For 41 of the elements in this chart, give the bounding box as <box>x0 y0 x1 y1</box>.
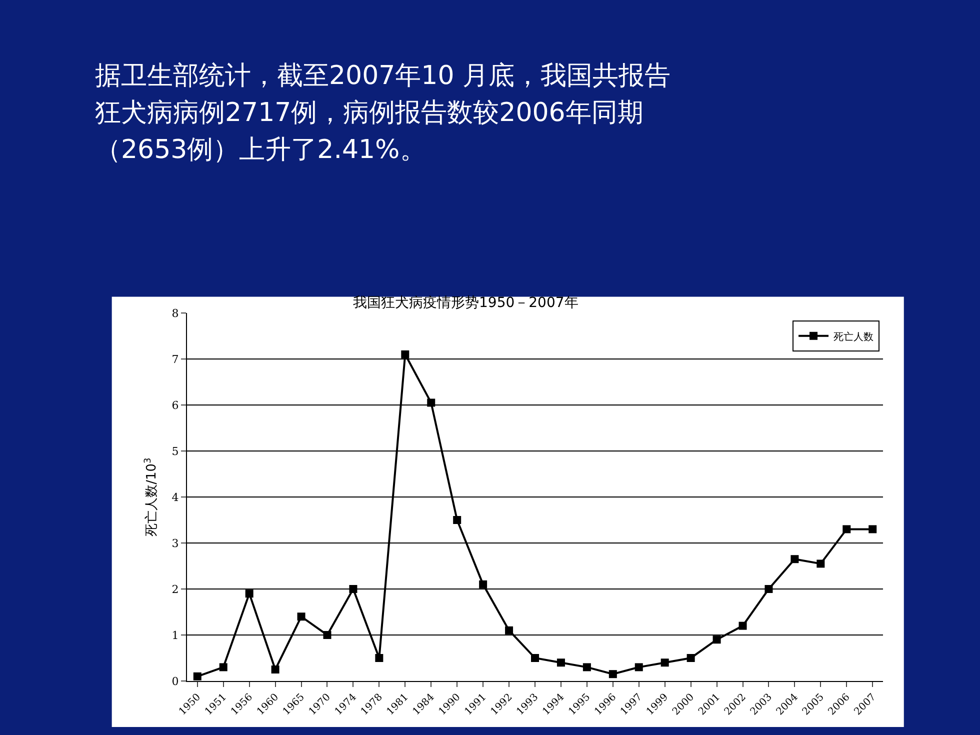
y-tick-label: 1 <box>172 628 179 642</box>
point <box>375 654 384 662</box>
y-tick-label: 3 <box>172 536 179 550</box>
point <box>479 580 488 588</box>
point <box>531 654 539 662</box>
point <box>323 631 332 639</box>
text: （2653例）上升了2.41%。 <box>95 135 426 165</box>
point <box>349 585 358 593</box>
point <box>712 636 721 644</box>
y-tick-label: 0 <box>172 674 179 688</box>
text: 据卫生部统计，截至2007年10 月底，我国共报告 <box>95 61 671 91</box>
point <box>790 555 799 564</box>
point <box>219 663 228 672</box>
point <box>271 666 280 674</box>
y-tick-label: 6 <box>172 398 179 412</box>
point <box>427 398 436 407</box>
y-tick-label: 2 <box>172 582 179 596</box>
y-tick-label: 5 <box>172 444 179 458</box>
point <box>245 590 254 598</box>
point <box>634 663 643 672</box>
point <box>868 525 877 534</box>
point <box>193 672 202 680</box>
legend-label: 死亡人数 <box>834 330 874 343</box>
point <box>505 626 514 634</box>
point <box>738 622 747 630</box>
point <box>608 670 617 678</box>
point <box>842 525 851 534</box>
y-tick-label: 8 <box>172 306 179 320</box>
point <box>556 658 565 667</box>
chart-title: 我国狂犬病疫情形势1950－2007年 <box>353 295 578 311</box>
y-tick-label: 4 <box>172 490 179 504</box>
point <box>764 585 773 593</box>
point <box>686 654 695 662</box>
text: 狂犬病病例2717例，病例报告数较2006年同期 <box>95 98 644 128</box>
y-tick-label: 7 <box>172 352 179 366</box>
point <box>401 350 410 358</box>
point <box>660 658 669 667</box>
point <box>297 612 306 621</box>
point <box>816 560 825 568</box>
point <box>453 516 462 524</box>
point <box>582 663 591 672</box>
